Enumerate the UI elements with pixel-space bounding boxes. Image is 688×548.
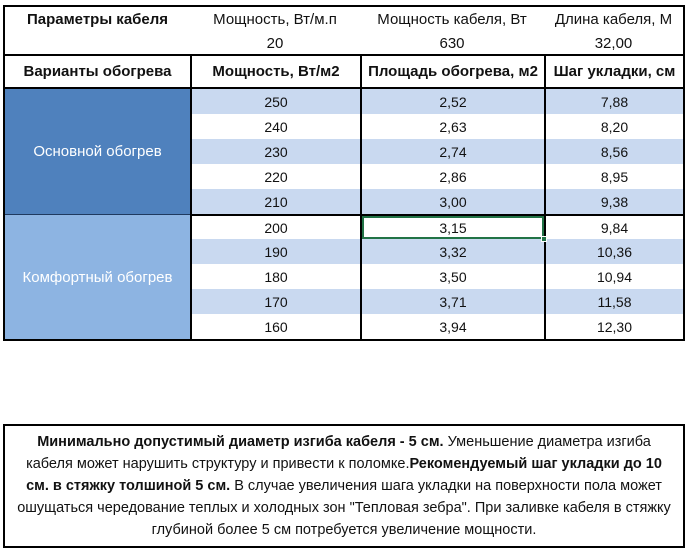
note-segment: Уменьшение диаметра изгиба кабеля может … — [26, 434, 651, 472]
params-title[interactable]: Параметры кабеля — [26, 11, 169, 28]
cable-params-block: Параметры кабеля Мощность, Вт/м.п Мощнос… — [5, 7, 683, 54]
table-cell[interactable]: 3,32 — [360, 239, 544, 264]
table-cell[interactable]: 10,36 — [544, 239, 683, 264]
selected-cell[interactable]: 3,15 — [360, 214, 547, 242]
power-per-meter-header[interactable]: Мощность, Вт/м.п — [213, 11, 337, 28]
table-cell[interactable]: 2,63 — [360, 114, 544, 139]
table-cell[interactable]: 11,58 — [544, 289, 683, 314]
heating-cable-table: Параметры кабеля Мощность, Вт/м.п Мощнос… — [3, 5, 685, 341]
table-body: Основной обогрев 250 2,52 7,88 240 2,63 8,20 23… — [5, 89, 683, 339]
table-cell[interactable]: 180 — [190, 264, 360, 289]
table-cell[interactable]: 8,95 — [544, 164, 683, 189]
table-cell[interactable]: 8,56 — [544, 139, 683, 164]
table-cell[interactable]: 8,20 — [544, 114, 683, 139]
note-segment: Рекомендуемый шаг укладки до 10 см. в ст… — [26, 456, 662, 494]
table-cell[interactable]: 10,94 — [544, 264, 683, 289]
section-label[interactable]: Основной обогрев — [5, 89, 190, 214]
cable-power-header[interactable]: Мощность кабеля, Вт — [377, 11, 527, 28]
fill-handle[interactable] — [541, 236, 547, 242]
empty-cell[interactable] — [5, 32, 190, 54]
table-cell[interactable]: 3,71 — [360, 289, 544, 314]
table-cell[interactable]: 3,94 — [360, 314, 544, 339]
table-cell[interactable]: 2,52 — [360, 89, 544, 114]
cable-length-value[interactable]: 32,00 — [594, 34, 633, 52]
column-header-area[interactable]: Площадь обогрева, м2 — [360, 56, 544, 87]
column-header-power[interactable]: Мощность, Вт/м2 — [190, 56, 360, 87]
table-cell[interactable]: 160 — [190, 314, 360, 339]
table-cell[interactable]: 250 — [190, 89, 360, 114]
note-textbox: Минимально допустимый диаметр изгиба каб… — [3, 424, 685, 548]
table-cell[interactable]: 9,84 — [544, 214, 683, 239]
note-segment: В случае увеличения шага укладки на пове… — [17, 478, 671, 538]
cable-length-header[interactable]: Длина кабеля, М — [554, 11, 673, 28]
table-cell[interactable]: 7,88 — [544, 89, 683, 114]
note-segment: Минимально допустимый диаметр изгиба каб… — [37, 434, 444, 450]
table-cell[interactable]: 3,00 — [360, 189, 544, 214]
table-cell[interactable]: 9,38 — [544, 189, 683, 214]
table-cell[interactable]: 3,50 — [360, 264, 544, 289]
column-header-step[interactable]: Шаг укладки, см — [544, 56, 683, 87]
table-cell[interactable]: 190 — [190, 239, 360, 264]
table-cell[interactable]: 2,74 — [360, 139, 544, 164]
table-cell[interactable]: 170 — [190, 289, 360, 314]
table-cell[interactable]: 220 — [190, 164, 360, 189]
table-cell[interactable]: 200 — [190, 214, 360, 239]
column-header-variants[interactable]: Варианты обогрева — [23, 63, 172, 80]
table-header-row: Варианты обогрева Мощность, Вт/м2 Площад… — [5, 54, 683, 89]
table-cell[interactable]: 240 — [190, 114, 360, 139]
section-label[interactable]: Комфортный обогрев — [5, 214, 190, 339]
table-cell[interactable]: 2,86 — [360, 164, 544, 189]
power-per-meter-value[interactable]: 20 — [266, 34, 284, 52]
table-cell[interactable]: 210 — [190, 189, 360, 214]
cable-power-value[interactable]: 630 — [439, 34, 465, 52]
table-cell[interactable]: 12,30 — [544, 314, 683, 339]
table-cell[interactable]: 230 — [190, 139, 360, 164]
